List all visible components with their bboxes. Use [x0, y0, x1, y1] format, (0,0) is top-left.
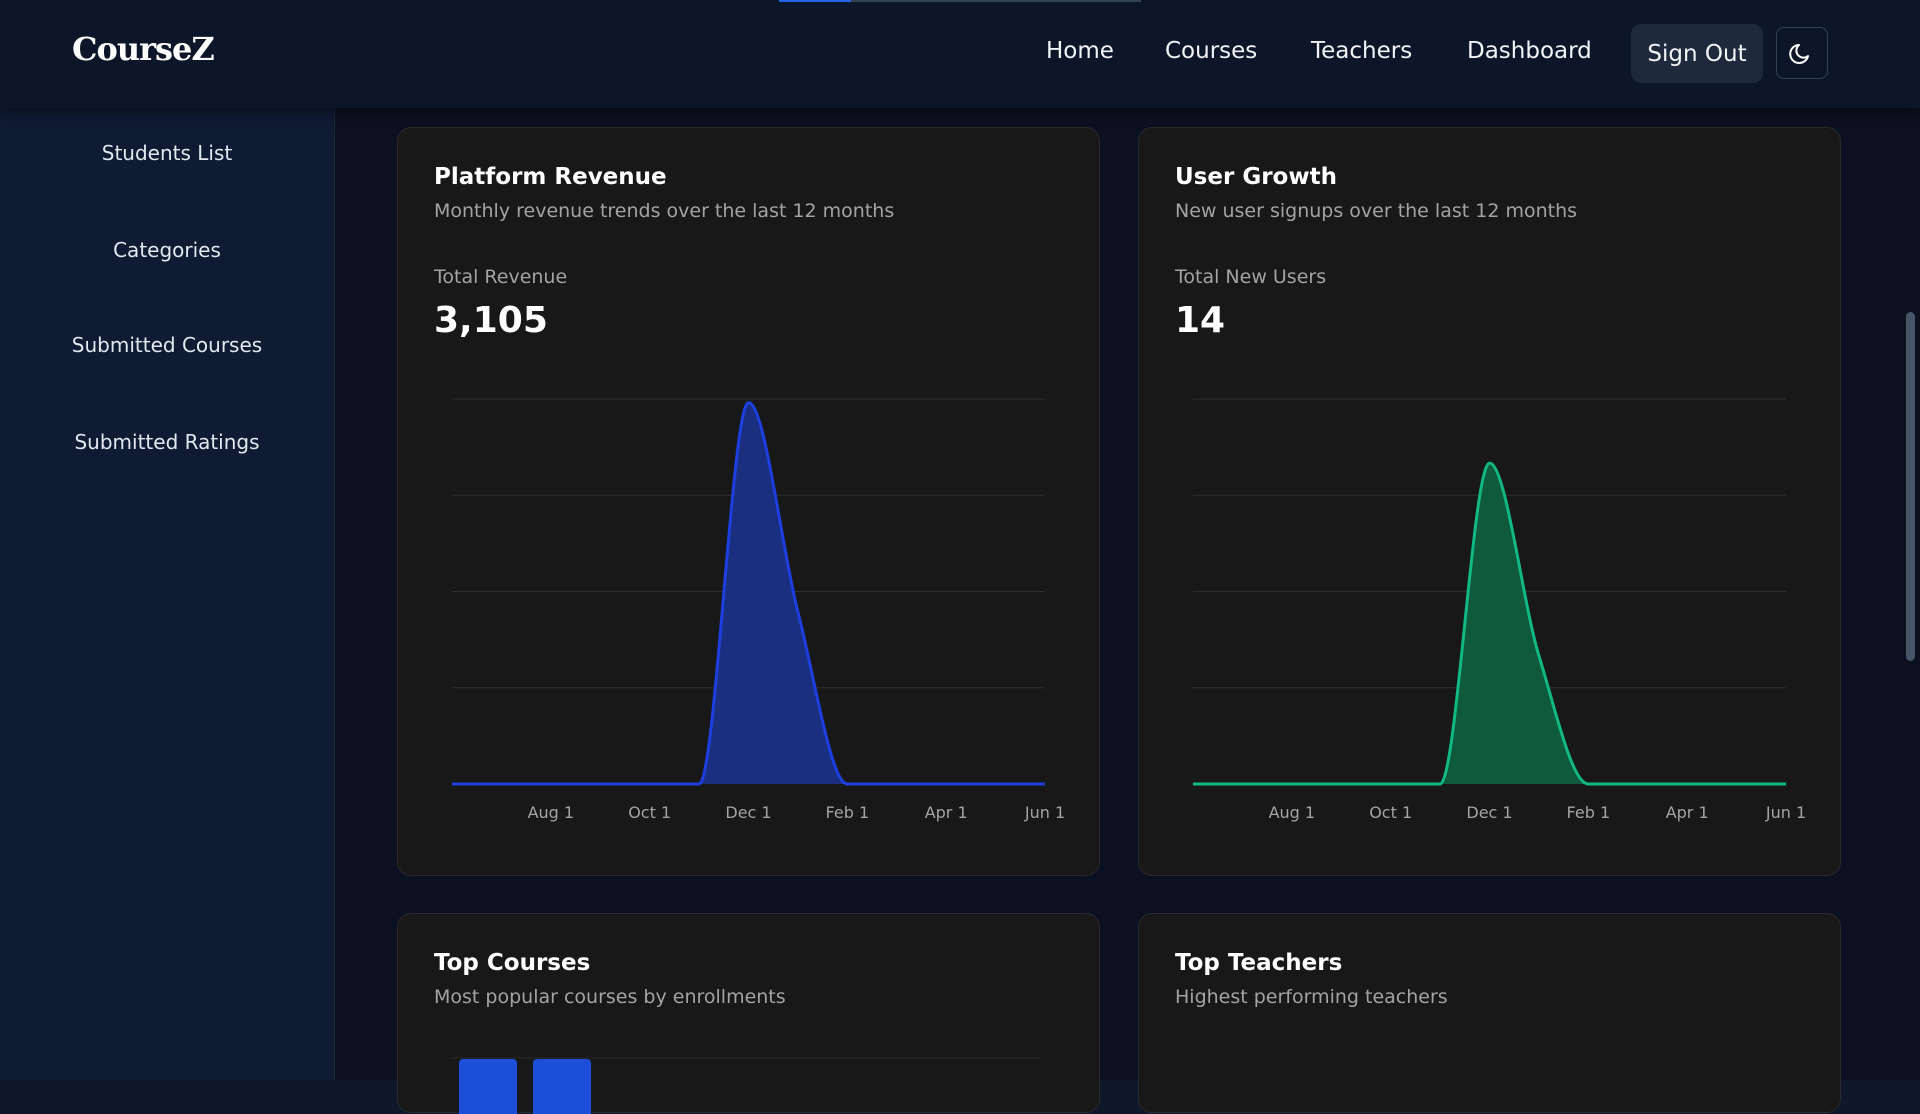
main: Platform Revenue Monthly revenue trends …	[335, 108, 1920, 1114]
x-tick-label: Feb 1	[1567, 803, 1611, 822]
sidebar-link[interactable]: Submitted Ratings	[74, 430, 260, 454]
nav-link[interactable]: Home	[1046, 38, 1114, 64]
card: Top Courses Most popular courses by enro…	[397, 913, 1100, 1114]
bar	[533, 1059, 591, 1114]
total-value: 3,105	[434, 300, 548, 341]
bar-preview	[452, 1057, 1040, 1114]
total-value: 14	[1175, 300, 1226, 341]
x-tick-label: Aug 1	[1269, 803, 1316, 822]
x-tick-label: Dec 1	[1466, 803, 1512, 822]
nav-link[interactable]: Dashboard	[1467, 38, 1592, 64]
progress-bar	[779, 0, 1141, 2]
area	[1193, 463, 1786, 784]
logo[interactable]: CourseZ	[72, 30, 215, 68]
theme-toggle[interactable]	[1776, 27, 1828, 79]
nav-link[interactable]: Teachers	[1311, 38, 1413, 64]
x-tick-label: Oct 1	[628, 803, 671, 822]
sidebar-link[interactable]: Categories	[113, 238, 221, 262]
card-title: Top Courses	[434, 950, 591, 976]
card: Top Teachers Highest performing teachers	[1138, 913, 1841, 1113]
chart-card: User Growth New user signups over the la…	[1138, 127, 1841, 876]
chart-card: Platform Revenue Monthly revenue trends …	[397, 127, 1100, 876]
line	[1193, 461, 1786, 786]
sidebar: Students List Categories Submitted Cours…	[0, 108, 335, 1080]
x-tick-label: Jun 1	[1024, 803, 1065, 822]
total-label: Total New Users	[1175, 266, 1327, 288]
header: CourseZ Home Courses Teachers Dashboard …	[0, 0, 1920, 108]
sidebar-link[interactable]: Submitted Courses	[71, 333, 263, 357]
card-subtitle: Most popular courses by enrollments	[434, 986, 786, 1008]
chart: Aug 1 Oct 1 Dec 1 Feb 1 Apr 1 Jun 1	[1193, 398, 1806, 822]
x-tick-label: Dec 1	[725, 803, 771, 822]
sign-out-button[interactable]: Sign Out	[1631, 24, 1763, 83]
progress-fill	[779, 0, 851, 2]
x-tick-label: Jun 1	[1765, 803, 1806, 822]
card-subtitle: Monthly revenue trends over the last 12 …	[434, 200, 895, 222]
bar	[459, 1059, 517, 1114]
x-tick-label: Oct 1	[1369, 803, 1412, 822]
scrollbar-thumb[interactable]	[1906, 312, 1915, 661]
sidebar-link[interactable]: Students List	[101, 141, 233, 165]
nav-link[interactable]: Courses	[1165, 38, 1258, 64]
line	[452, 401, 1045, 786]
area	[452, 402, 1045, 784]
card-subtitle: Highest performing teachers	[1175, 986, 1448, 1008]
card-title: Top Teachers	[1175, 950, 1343, 976]
x-tick-label: Apr 1	[1666, 803, 1709, 822]
x-tick-label: Aug 1	[528, 803, 575, 822]
moon-icon	[1789, 44, 1809, 64]
x-tick-label: Apr 1	[925, 803, 968, 822]
card-subtitle: New user signups over the last 12 months	[1175, 200, 1578, 222]
card-title: User Growth	[1175, 164, 1337, 190]
chart: Aug 1 Oct 1 Dec 1 Feb 1 Apr 1 Jun 1	[452, 398, 1065, 822]
moon-path	[1789, 44, 1809, 64]
total-label: Total Revenue	[434, 266, 568, 288]
x-tick-label: Feb 1	[826, 803, 870, 822]
card-title: Platform Revenue	[434, 164, 667, 190]
